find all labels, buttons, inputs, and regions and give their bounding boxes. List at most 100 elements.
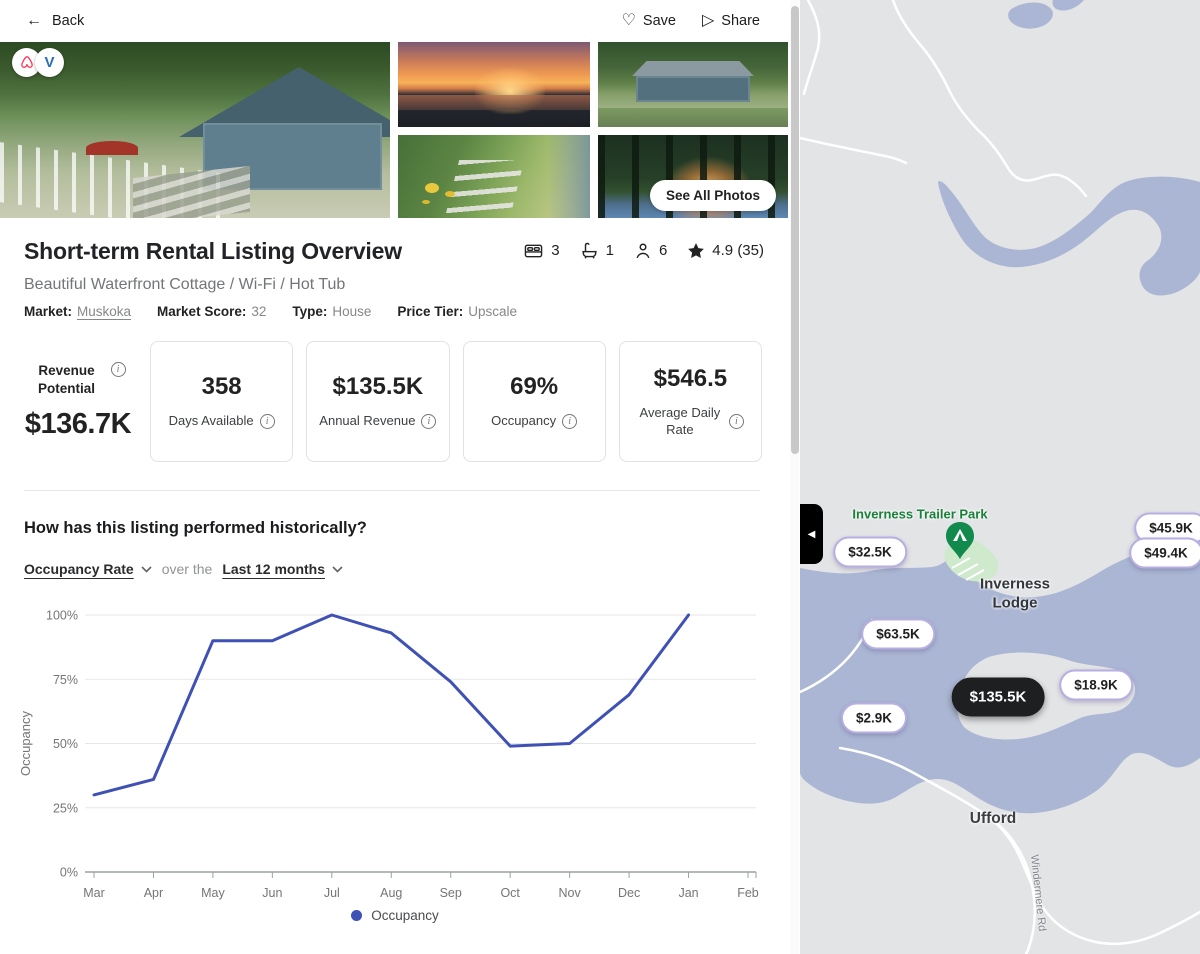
- map-roads: [800, 0, 1200, 954]
- dropdown-joiner-text: over the: [161, 561, 213, 577]
- svg-text:Nov: Nov: [559, 886, 582, 900]
- save-label: Save: [642, 13, 676, 29]
- svg-text:May: May: [201, 886, 225, 900]
- revenue-potential-block: Revenue Potential i $136.7K: [10, 341, 146, 462]
- listing-subtitle: Beautiful Waterfront Cottage / Wi-Fi / H…: [24, 276, 346, 293]
- vrbo-badge-icon: V: [35, 48, 64, 77]
- svg-text:Jun: Jun: [262, 886, 282, 900]
- metric-card-average-daily-rate: $546.5 Average Daily Rate i: [618, 341, 762, 462]
- bedrooms-value: 3: [551, 242, 560, 259]
- thumb-photo-3[interactable]: [398, 135, 590, 218]
- info-icon[interactable]: i: [562, 413, 578, 429]
- collapse-arrow-icon: ◀: [807, 528, 816, 540]
- info-icon[interactable]: i: [421, 413, 437, 429]
- thumb-photo-4[interactable]: See All Photos: [598, 135, 788, 218]
- rating-value: 4.9 (35): [712, 242, 764, 259]
- star-icon: [688, 242, 705, 258]
- back-label: Back: [52, 13, 85, 29]
- price-pill[interactable]: $32.5K: [833, 536, 907, 568]
- metric-dropdown[interactable]: Occupancy Rate: [24, 561, 152, 577]
- listing-stats: 3 1 6 4.9 (35): [523, 241, 764, 260]
- map-land: [800, 0, 1200, 954]
- svg-text:Feb: Feb: [737, 886, 759, 900]
- section-divider: [24, 490, 760, 491]
- metric-card-annual-revenue: $135.5K Annual Revenue i: [306, 341, 450, 462]
- svg-text:100%: 100%: [46, 609, 78, 623]
- range-dropdown[interactable]: Last 12 months: [222, 561, 343, 577]
- baths-stat: 1: [580, 241, 614, 260]
- scrollbar-track[interactable]: [790, 0, 799, 954]
- svg-text:Sep: Sep: [440, 886, 462, 900]
- baths-value: 1: [605, 242, 614, 259]
- metric-card-occupancy: 69% Occupancy i: [462, 341, 606, 462]
- svg-text:Oct: Oct: [500, 886, 520, 900]
- occupancy-chart: 0% 25% 50% 75% 100% Mar Apr May Jun Jul Aug Sep Oct N…: [0, 598, 790, 908]
- heart-icon: ♡: [621, 12, 636, 29]
- svg-text:Dec: Dec: [618, 886, 640, 900]
- legend-label: Occupancy: [371, 908, 439, 923]
- save-button[interactable]: ♡ Save: [621, 12, 676, 30]
- svg-text:50%: 50%: [53, 737, 78, 751]
- back-button[interactable]: ← Back: [26, 12, 85, 30]
- market-score-attribute: Market Score: 32: [157, 304, 267, 319]
- bed-icon: [525, 244, 543, 257]
- bath-icon: [581, 242, 597, 259]
- market-link[interactable]: Muskoka: [77, 304, 132, 319]
- price-pill[interactable]: $2.9K: [840, 702, 908, 734]
- thumb-photo-2[interactable]: [598, 42, 788, 127]
- legend-item-occupancy[interactable]: Occupancy: [351, 908, 439, 923]
- price-tier-attribute: Price Tier: Upscale: [397, 304, 517, 319]
- svg-text:Occupancy: Occupancy: [18, 710, 33, 776]
- campground-marker-icon[interactable]: [946, 522, 974, 559]
- guests-value: 6: [658, 242, 668, 259]
- see-all-photos-button[interactable]: See All Photos: [649, 180, 776, 211]
- listing-panel: ← Back ♡ Save ▷ Share: [0, 0, 799, 954]
- scrollbar-thumb[interactable]: [791, 6, 799, 454]
- map-panel[interactable]: Inverness Trailer Park Inverness Lodge U…: [800, 0, 1200, 954]
- share-label: Share: [721, 13, 760, 29]
- price-pill-selected[interactable]: $135.5K: [951, 677, 1045, 717]
- svg-text:75%: 75%: [53, 673, 78, 687]
- market-attribute: Market: Muskoka: [24, 304, 132, 319]
- photo-gallery: V See All Photos: [0, 42, 788, 218]
- guests-stat: 6: [634, 242, 667, 260]
- svg-text:Mar: Mar: [83, 886, 105, 900]
- revenue-potential-label: Revenue Potential: [37, 362, 95, 396]
- metric-card-days-available: 358 Days Available i: [150, 341, 294, 462]
- legend-dot: [351, 910, 363, 921]
- back-arrow-icon: ←: [26, 12, 42, 29]
- info-icon[interactable]: i: [110, 361, 126, 377]
- listing-attributes: Market: Muskoka Market Score: 32 Type: Hous…: [24, 304, 517, 319]
- info-icon[interactable]: i: [259, 413, 275, 429]
- main-photo[interactable]: V: [0, 42, 390, 218]
- metrics-section: Revenue Potential i $136.7K 358 Days Ava…: [10, 341, 762, 462]
- thumb-photo-1[interactable]: [398, 42, 590, 127]
- guests-icon: [636, 243, 650, 258]
- chevron-down-icon: [332, 565, 343, 573]
- share-icon: ▷: [701, 12, 715, 29]
- top-bar: ← Back ♡ Save ▷ Share: [0, 0, 790, 42]
- svg-text:Apr: Apr: [144, 886, 163, 900]
- revenue-potential-value: $136.7K: [24, 408, 132, 441]
- bedrooms-stat: 3: [523, 242, 560, 260]
- price-pill[interactable]: $63.5K: [861, 618, 935, 650]
- svg-text:Aug: Aug: [380, 886, 402, 900]
- channel-badges: V: [12, 48, 64, 77]
- share-button[interactable]: ▷ Share: [701, 12, 760, 30]
- svg-text:0%: 0%: [60, 866, 78, 880]
- type-attribute: Type: House: [292, 304, 372, 319]
- map-canvas[interactable]: [800, 0, 1200, 954]
- svg-text:25%: 25%: [53, 801, 78, 815]
- collapse-panel-button[interactable]: ◀: [800, 504, 823, 564]
- svg-text:Jul: Jul: [324, 886, 340, 900]
- info-icon[interactable]: i: [728, 414, 744, 429]
- chevron-down-icon: [141, 565, 152, 573]
- page-title: Short-term Rental Listing Overview: [24, 238, 402, 264]
- svg-text:Jan: Jan: [678, 886, 698, 900]
- chart-controls: Occupancy Rate over the Last 12 months: [24, 561, 343, 577]
- price-pill[interactable]: $18.9K: [1059, 669, 1133, 701]
- history-question: How has this listing performed historica…: [24, 519, 367, 537]
- price-pill[interactable]: $49.4K: [1129, 537, 1200, 569]
- rating-stat: 4.9 (35): [687, 242, 764, 260]
